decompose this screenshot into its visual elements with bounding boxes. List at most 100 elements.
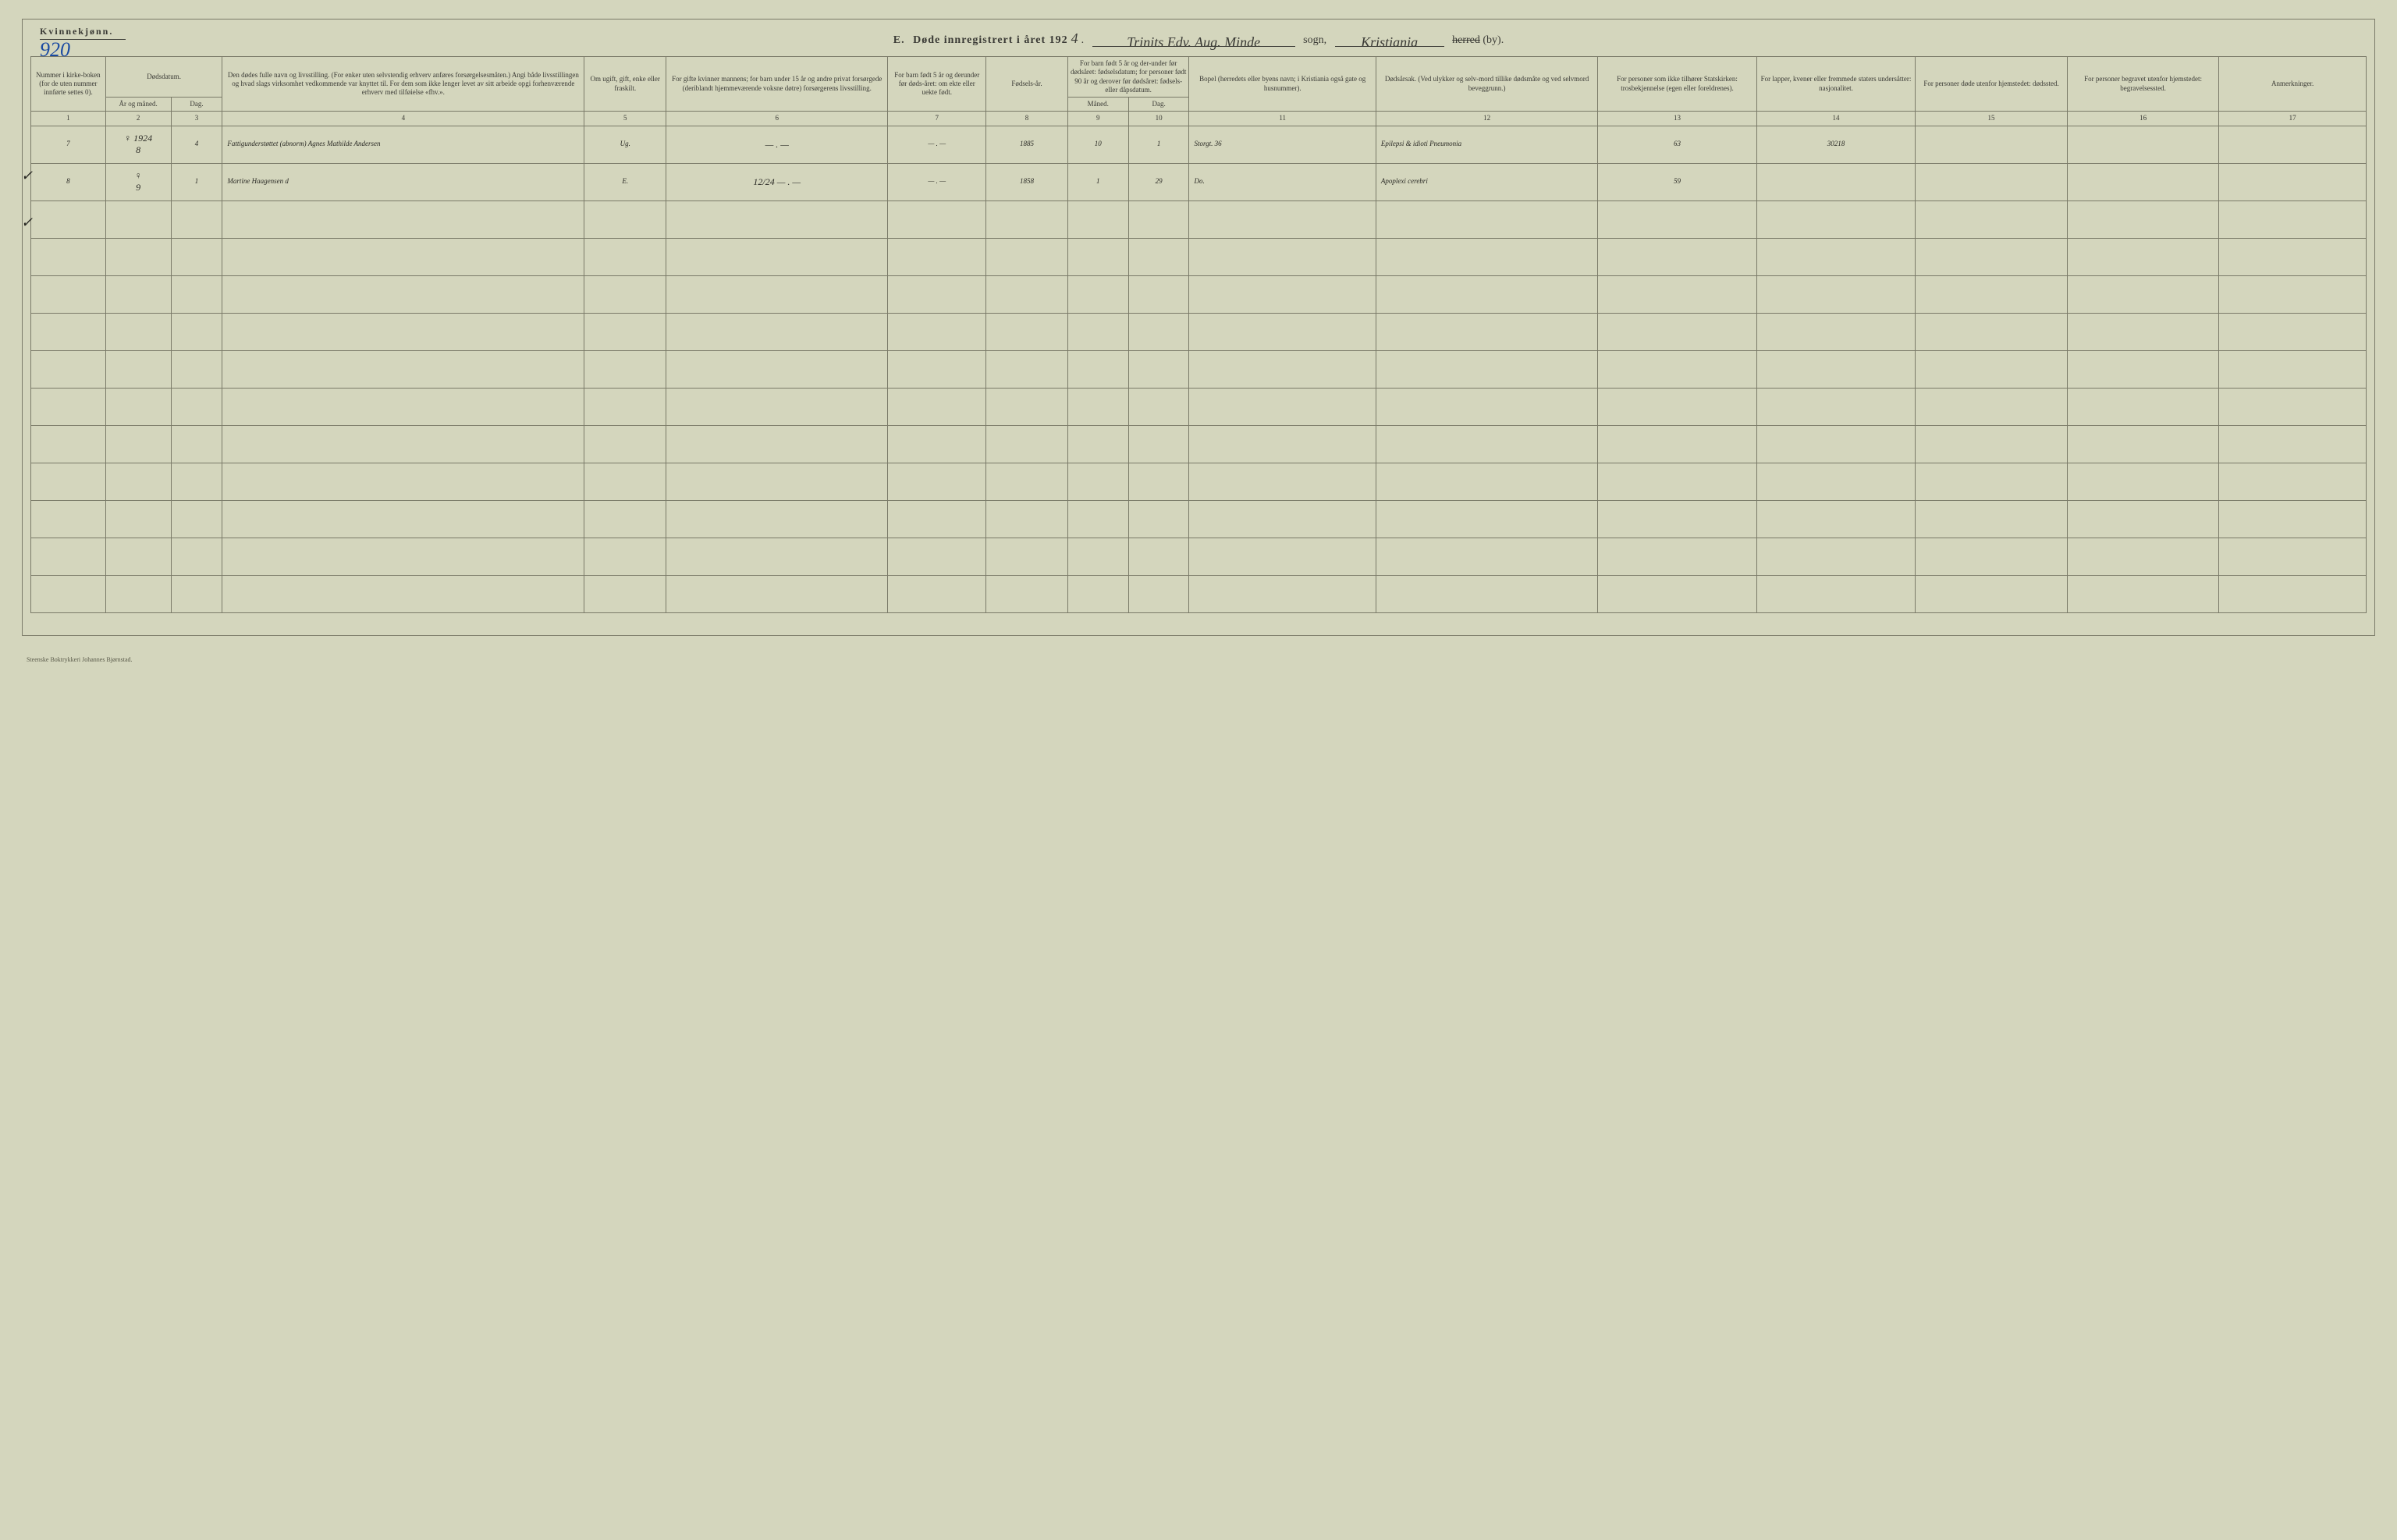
column-number: 13 bbox=[1598, 112, 1757, 126]
cell: 7 bbox=[31, 126, 106, 163]
cell-empty bbox=[1067, 200, 1128, 238]
cell-empty bbox=[31, 238, 106, 275]
col-header-17: Anmerkninger. bbox=[2219, 57, 2367, 112]
cell-empty bbox=[171, 463, 222, 500]
cell-empty bbox=[1189, 238, 1376, 275]
col-header-11: Bopel (herredets eller byens navn; i Kri… bbox=[1189, 57, 1376, 112]
cell-empty bbox=[1189, 313, 1376, 350]
cell-empty bbox=[2067, 463, 2219, 500]
cell-empty bbox=[2219, 575, 2367, 612]
cell-empty bbox=[1128, 388, 1189, 425]
col-header-14: For lapper, kvener eller fremmede stater… bbox=[1756, 57, 1916, 112]
table-row: 8♀ 91Martine Haagensen dE.12/24 — . —— .… bbox=[31, 163, 2367, 200]
cell-empty bbox=[1067, 350, 1128, 388]
table-row-empty bbox=[31, 350, 2367, 388]
cell-empty bbox=[31, 500, 106, 538]
cell-empty bbox=[1756, 275, 1916, 313]
cell-empty bbox=[1128, 275, 1189, 313]
cell-empty bbox=[1756, 388, 1916, 425]
title-prefix: E. bbox=[893, 34, 905, 46]
cell-empty bbox=[31, 350, 106, 388]
cell bbox=[2219, 126, 2367, 163]
cell-empty bbox=[1189, 575, 1376, 612]
cell-empty bbox=[1128, 425, 1189, 463]
col-header-12: Dødsårsak. (Ved ulykker og selv-mord til… bbox=[1376, 57, 1597, 112]
col-header-2a: År og måned. bbox=[105, 98, 171, 112]
cell-empty bbox=[1067, 538, 1128, 575]
margin-tick-2: ✓ bbox=[21, 215, 33, 231]
cell-empty bbox=[1128, 575, 1189, 612]
column-number: 7 bbox=[888, 112, 986, 126]
cell-empty bbox=[888, 275, 986, 313]
column-number: 11 bbox=[1189, 112, 1376, 126]
cell-empty bbox=[584, 350, 666, 388]
table-row-empty bbox=[31, 275, 2367, 313]
cell bbox=[1756, 163, 1916, 200]
cell-empty bbox=[1598, 575, 1757, 612]
cell: — . — bbox=[888, 163, 986, 200]
cell-empty bbox=[31, 463, 106, 500]
col-header-8: Fødsels-år. bbox=[986, 57, 1068, 112]
cell-empty bbox=[1598, 313, 1757, 350]
cell-empty bbox=[105, 425, 171, 463]
table-row-empty bbox=[31, 200, 2367, 238]
table-row-empty bbox=[31, 313, 2367, 350]
cell: Do. bbox=[1189, 163, 1376, 200]
cell-empty bbox=[1376, 500, 1597, 538]
cell-empty bbox=[584, 313, 666, 350]
column-number: 12 bbox=[1376, 112, 1597, 126]
cell-empty bbox=[31, 388, 106, 425]
cell-empty bbox=[666, 388, 888, 425]
cell: 1858 bbox=[986, 163, 1068, 200]
sogn-label: sogn, bbox=[1303, 34, 1326, 46]
cell-empty bbox=[105, 313, 171, 350]
cell-empty bbox=[888, 200, 986, 238]
cell-empty bbox=[1598, 238, 1757, 275]
cell-empty bbox=[1067, 238, 1128, 275]
cell-empty bbox=[2219, 500, 2367, 538]
cell-empty bbox=[986, 500, 1068, 538]
cell bbox=[1916, 126, 2068, 163]
cell-empty bbox=[1598, 275, 1757, 313]
cell-empty bbox=[1916, 500, 2068, 538]
cell: 8 bbox=[31, 163, 106, 200]
cell-empty bbox=[105, 500, 171, 538]
cell-empty bbox=[2219, 238, 2367, 275]
cell: 59 bbox=[1598, 163, 1757, 200]
cell-empty bbox=[105, 238, 171, 275]
cell-empty bbox=[666, 313, 888, 350]
cell-empty bbox=[31, 538, 106, 575]
cell-empty bbox=[1128, 200, 1189, 238]
col-header-7: For barn født 5 år og derunder før døds-… bbox=[888, 57, 986, 112]
cell bbox=[2067, 163, 2219, 200]
cell-empty bbox=[1598, 425, 1757, 463]
title-row: E. Døde innregistrert i året 1924. Trini… bbox=[30, 26, 2367, 56]
column-number: 1 bbox=[31, 112, 106, 126]
cell-empty bbox=[31, 575, 106, 612]
cell bbox=[1916, 163, 2068, 200]
col-header-4: Den dødes fulle navn og livsstilling. (F… bbox=[222, 57, 584, 112]
cell-empty bbox=[888, 425, 986, 463]
cell-empty bbox=[584, 388, 666, 425]
cell-empty bbox=[2219, 538, 2367, 575]
cell-empty bbox=[986, 425, 1068, 463]
cell-empty bbox=[888, 500, 986, 538]
cell-empty bbox=[888, 350, 986, 388]
cell-empty bbox=[1598, 538, 1757, 575]
col-header-9: Måned. bbox=[1067, 98, 1128, 112]
table-row-empty bbox=[31, 388, 2367, 425]
cell-empty bbox=[888, 238, 986, 275]
cell-empty bbox=[1916, 575, 2068, 612]
cell-empty bbox=[584, 200, 666, 238]
col-header-2b: Dag. bbox=[171, 98, 222, 112]
cell-empty bbox=[2219, 388, 2367, 425]
column-number: 3 bbox=[171, 112, 222, 126]
cell-empty bbox=[1376, 425, 1597, 463]
cell-empty bbox=[2067, 538, 2219, 575]
cell-empty bbox=[1128, 538, 1189, 575]
cell-empty bbox=[666, 275, 888, 313]
cell-empty bbox=[986, 200, 1068, 238]
cell-empty bbox=[1598, 463, 1757, 500]
cell-empty bbox=[171, 238, 222, 275]
cell-empty bbox=[986, 238, 1068, 275]
